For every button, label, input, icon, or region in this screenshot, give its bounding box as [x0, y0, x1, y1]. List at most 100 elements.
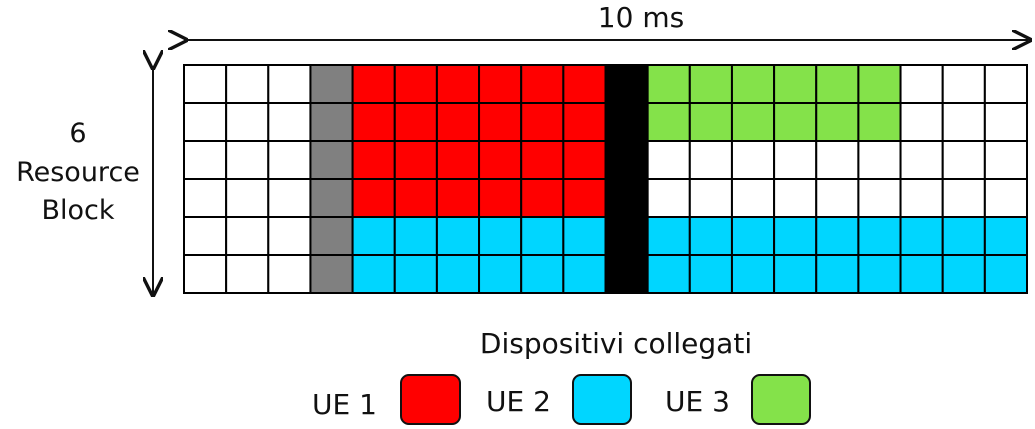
resource-cell-r4-c14 [730, 178, 776, 218]
resource-cell-r1-c14 [730, 64, 776, 104]
resource-cell-r5-c11 [604, 216, 649, 256]
resource-cell-r6-c11 [604, 254, 649, 294]
resource-cell-r6-c16 [815, 254, 860, 294]
resource-cell-r5-c4 [309, 216, 354, 256]
resource-cell-r4-c1 [183, 178, 228, 218]
resource-cell-r4-c8 [478, 178, 523, 218]
resource-cell-r4-c9 [520, 178, 565, 218]
resource-cell-r1-c10 [562, 64, 607, 104]
resource-cell-r4-c16 [815, 178, 860, 218]
resource-block-word: Resource [16, 157, 140, 188]
legend-label-ue3: UE 3 [665, 385, 730, 418]
resource-cell-r5-c8 [478, 216, 523, 256]
resource-cell-r6-c18 [899, 254, 944, 294]
resource-cell-r6-c13 [688, 254, 733, 294]
resource-cell-r2-c9 [520, 102, 565, 142]
resource-cell-r2-c16 [815, 102, 860, 142]
resource-cell-r1-c4 [309, 64, 354, 104]
resource-cell-r4-c3 [267, 178, 312, 218]
resource-cell-r4-c2 [225, 178, 270, 218]
legend-swatch-ue2 [572, 374, 632, 425]
resource-cell-r1-c8 [478, 64, 523, 104]
resource-cell-r1-c5 [351, 64, 396, 104]
legend-title: Dispositivi collegati [480, 327, 752, 360]
resource-cell-r5-c19 [941, 216, 986, 256]
resource-cell-r3-c7 [435, 140, 481, 180]
resource-cell-r1-c13 [688, 64, 733, 104]
resource-cell-r5-c6 [393, 216, 438, 256]
resource-cell-r6-c9 [520, 254, 565, 294]
resource-cell-r5-c2 [225, 216, 270, 256]
resource-cell-r6-c20 [983, 254, 1028, 294]
resource-cell-r6-c5 [351, 254, 396, 294]
resource-cell-r3-c5 [351, 140, 396, 180]
resource-cell-r2-c3 [267, 102, 312, 142]
resource-cell-r6-c4 [309, 254, 354, 294]
resource-cell-r3-c15 [773, 140, 818, 180]
resource-cell-r2-c17 [857, 102, 902, 142]
resource-cell-r4-c13 [688, 178, 733, 218]
resource-cell-r2-c19 [941, 102, 986, 142]
resource-cell-r1-c7 [435, 64, 481, 104]
resource-cell-r6-c14 [730, 254, 776, 294]
resource-cell-r2-c11 [604, 102, 649, 142]
resource-cell-r3-c20 [983, 140, 1028, 180]
resource-cell-r6-c7 [435, 254, 481, 294]
resource-cell-r2-c18 [899, 102, 944, 142]
resource-cell-r6-c17 [857, 254, 902, 294]
resource-cell-r5-c10 [562, 216, 607, 256]
resource-cell-r1-c19 [941, 64, 986, 104]
resource-cell-r1-c3 [267, 64, 312, 104]
resource-cell-r3-c19 [941, 140, 986, 180]
legend-swatch-ue3 [751, 374, 811, 425]
resource-cell-r1-c2 [225, 64, 270, 104]
resource-cell-r5-c5 [351, 216, 396, 256]
resource-cell-r1-c16 [815, 64, 860, 104]
resource-cell-r6-c15 [773, 254, 818, 294]
resource-cell-r4-c6 [393, 178, 438, 218]
resource-cell-r6-c19 [941, 254, 986, 294]
resource-block-label: 6 Resource Block [16, 118, 140, 226]
resource-cell-r3-c6 [393, 140, 438, 180]
resource-cell-r4-c10 [562, 178, 607, 218]
resource-cell-r1-c12 [646, 64, 691, 104]
resource-cell-r5-c3 [267, 216, 312, 256]
resource-cell-r3-c12 [646, 140, 691, 180]
resource-cell-r1-c11 [604, 64, 649, 104]
resource-block-count: 6 [69, 118, 86, 149]
resource-cell-r3-c13 [688, 140, 733, 180]
resource-cell-r2-c4 [309, 102, 354, 142]
resource-cell-r4-c20 [983, 178, 1028, 218]
resource-cell-r4-c18 [899, 178, 944, 218]
resource-cell-r6-c3 [267, 254, 312, 294]
resource-cell-r6-c6 [393, 254, 438, 294]
legend-label-ue1: UE 1 [312, 388, 377, 421]
resource-cell-r3-c2 [225, 140, 270, 180]
resource-cell-r3-c11 [604, 140, 649, 180]
resource-cell-r3-c4 [309, 140, 354, 180]
resource-block-subword: Block [41, 195, 114, 226]
resource-cell-r5-c7 [435, 216, 481, 256]
resource-cell-r5-c13 [688, 216, 733, 256]
resource-cell-r1-c9 [520, 64, 565, 104]
resource-cell-r5-c15 [773, 216, 818, 256]
resource-cell-r2-c8 [478, 102, 523, 142]
resource-cell-r3-c10 [562, 140, 607, 180]
resource-cell-r6-c12 [646, 254, 691, 294]
resource-cell-r1-c1 [183, 64, 228, 104]
resource-cell-r2-c14 [730, 102, 776, 142]
resource-cell-r1-c6 [393, 64, 438, 104]
resource-cell-r6-c2 [225, 254, 270, 294]
resource-cell-r5-c16 [815, 216, 860, 256]
resource-cell-r3-c1 [183, 140, 228, 180]
resource-cell-r2-c10 [562, 102, 607, 142]
resource-cell-r2-c13 [688, 102, 733, 142]
resource-cell-r5-c12 [646, 216, 691, 256]
legend-swatch-ue1 [400, 374, 461, 425]
resource-cell-r3-c18 [899, 140, 944, 180]
resource-cell-r2-c2 [225, 102, 270, 142]
resource-cell-r3-c14 [730, 140, 776, 180]
resource-cell-r2-c7 [435, 102, 481, 142]
resource-cell-r2-c6 [393, 102, 438, 142]
